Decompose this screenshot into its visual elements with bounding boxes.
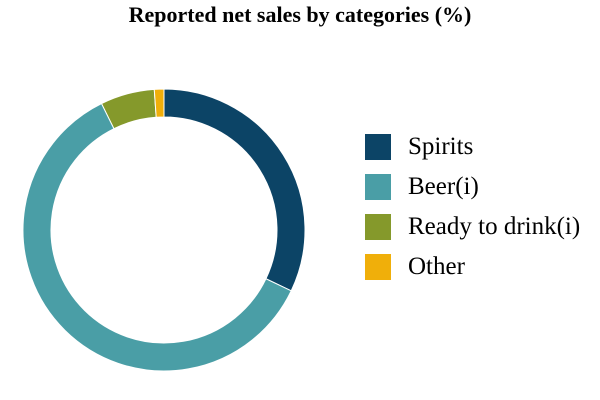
legend-label: Beer(i) xyxy=(408,173,479,200)
donut-slice-other xyxy=(153,88,165,118)
chart-title: Reported net sales by categories (%) xyxy=(128,2,472,27)
legend-label: Other xyxy=(408,253,465,280)
legend-swatch xyxy=(365,134,391,160)
legend-label: Ready to drink(i) xyxy=(408,213,581,240)
legend-item-ready-to-drink: Ready to drink(i) xyxy=(365,207,580,247)
legend-item-other: Other xyxy=(365,247,580,287)
legend-item-beer: Beer(i) xyxy=(365,167,580,207)
legend-swatch xyxy=(365,254,391,280)
donut-chart xyxy=(22,88,306,372)
donut-slice-beer-i xyxy=(22,102,292,372)
legend-swatch xyxy=(365,214,391,240)
donut-slice-spirits xyxy=(163,88,306,292)
chart-legend: Spirits Beer(i) Ready to drink(i) Other xyxy=(365,127,580,287)
legend-swatch xyxy=(365,174,391,200)
legend-label: Spirits xyxy=(408,133,474,160)
legend-item-spirits: Spirits xyxy=(365,127,580,167)
